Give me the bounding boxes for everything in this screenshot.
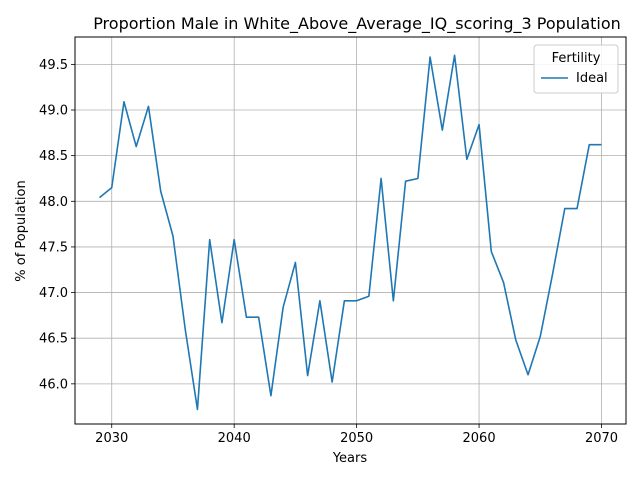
y-tick-label: 46.5 <box>39 332 68 347</box>
y-tick-label: 47.5 <box>39 240 68 255</box>
chart-title: Proportion Male in White_Above_Average_I… <box>93 14 621 34</box>
series-line-ideal <box>98 54 602 411</box>
x-tick-label: 2070 <box>585 431 618 446</box>
y-tick-label: 49.0 <box>39 104 68 119</box>
legend: Fertility Ideal <box>533 44 619 94</box>
y-tick-label: 48.0 <box>39 195 68 210</box>
x-axis-label: Years <box>332 451 368 466</box>
legend-box <box>533 44 619 94</box>
y-tick-label: 47.0 <box>39 286 68 301</box>
y-tick-label: 46.0 <box>39 377 68 392</box>
y-tick-label: 48.5 <box>39 149 68 164</box>
legend-entry-label: Ideal <box>576 71 608 86</box>
plot-frame <box>74 36 627 425</box>
x-axis: 2030 2040 2050 2060 2070 <box>95 424 618 446</box>
x-tick-label: 2060 <box>463 431 496 446</box>
y-tick-label: 49.5 <box>39 58 68 73</box>
x-tick-label: 2050 <box>340 431 373 446</box>
x-tick-label: 2030 <box>95 431 128 446</box>
grid <box>75 37 626 424</box>
y-axis-label: % of Population <box>14 180 29 281</box>
y-axis: 46.0 46.5 47.0 47.5 48.0 48.5 49.0 49.5 <box>39 58 75 392</box>
series-lines <box>98 54 602 411</box>
x-tick-label: 2040 <box>218 431 251 446</box>
legend-title: Fertility <box>552 51 601 66</box>
